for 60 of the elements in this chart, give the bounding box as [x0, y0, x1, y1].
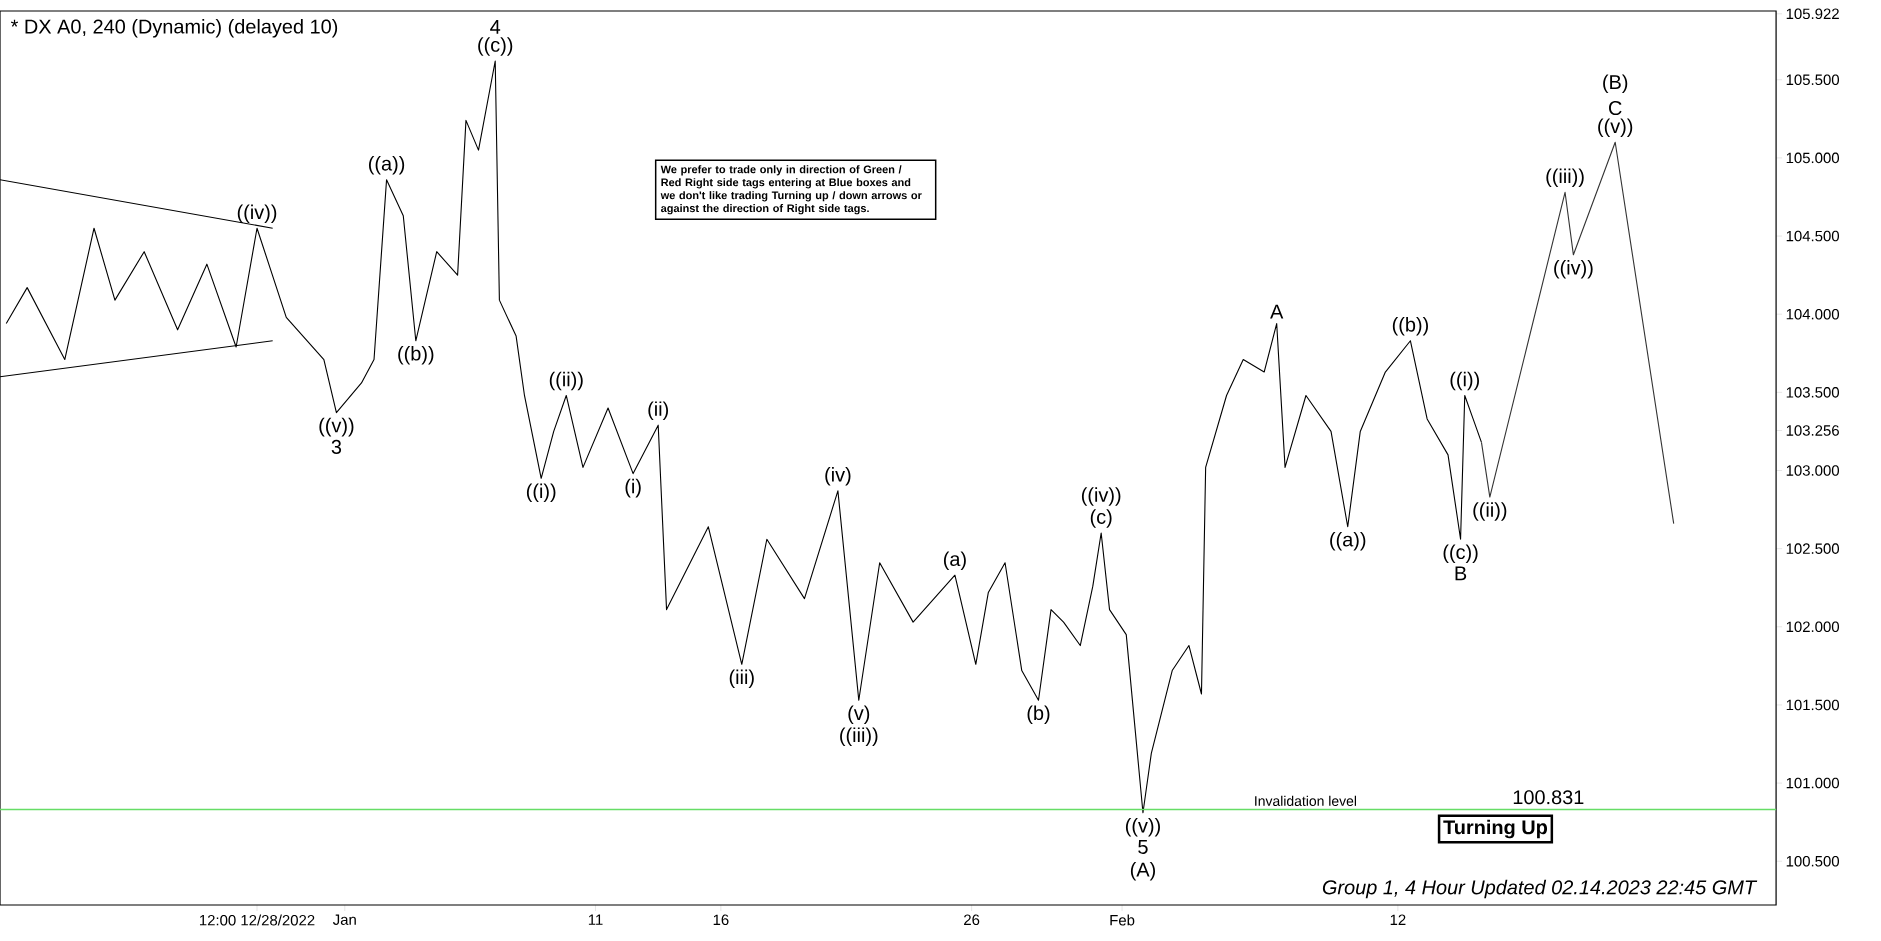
x-tick-label: 26: [964, 914, 980, 926]
y-tick-label: 104.000: [1786, 308, 1840, 320]
annotation: ((b)): [398, 345, 434, 365]
x-tick-label: Jan: [332, 914, 356, 925]
annotation: C: [1609, 100, 1622, 116]
annotation: ((ii)): [549, 371, 583, 391]
annotation: 3: [331, 439, 342, 454]
y-tick-label: 103.500: [1786, 387, 1840, 398]
annotation: (B): [1603, 74, 1628, 94]
y-tick-label: 103.000: [1786, 465, 1840, 476]
annotation: Turning Up: [1443, 819, 1548, 839]
annotation: (a): [943, 551, 966, 571]
y-tick-label: 100.500: [1786, 855, 1840, 867]
annotation: (v): [848, 705, 870, 725]
annotation: ((a)): [368, 156, 405, 175]
annotation: ((a)): [1330, 531, 1366, 551]
annotation: ((i)): [526, 483, 556, 503]
annotation: ((iii)): [1546, 168, 1584, 188]
annotation: ((iii)): [840, 727, 878, 747]
x-tick-label: 12: [1390, 914, 1406, 925]
annotation: ((v)): [319, 417, 354, 437]
annotation: (b): [1027, 705, 1050, 725]
annotation: Group 1, 4 Hour Updated 02.14.2023 22:45 GMT: [1322, 879, 1758, 899]
y-tick-label: 101.000: [1786, 777, 1840, 789]
annotation: (ii): [648, 401, 669, 420]
y-tick-label: 102.000: [1786, 621, 1840, 633]
annotation: (i): [625, 478, 641, 498]
annotation: B: [1455, 566, 1467, 581]
annotation: ((c)): [1443, 544, 1478, 564]
annotation: ((iv)): [1081, 487, 1121, 506]
x-tick-label: 12:00 12/28/2022: [199, 914, 315, 926]
annotation: 100.831: [1513, 790, 1584, 805]
annotation: ((ii)): [1473, 502, 1507, 521]
annotation: ((i)): [1450, 371, 1479, 391]
annotation: ((iv)): [237, 204, 277, 224]
annotation: (A): [1130, 861, 1156, 881]
y-tick-label: 105.000: [1786, 152, 1840, 164]
y-tick-label: 105.500: [1786, 74, 1840, 86]
chart-title: * DX A0, 240 (Dynamic) (delayed 10): [10, 18, 338, 38]
x-tick-label: 11: [588, 914, 603, 925]
x-tick-label: Feb: [1110, 914, 1135, 926]
annotation: (iv): [825, 467, 851, 486]
y-tick-label: 103.256: [1786, 425, 1839, 436]
y-tick-label: 105.922: [1786, 8, 1839, 20]
ref-line-label: Invalidation level: [1255, 795, 1357, 806]
annotation: ((b)): [1392, 317, 1428, 336]
y-tick-label: 104.500: [1786, 230, 1840, 242]
y-tick-label: 101.500: [1786, 699, 1840, 711]
annotation: ((c)): [478, 37, 513, 56]
y-tick-label: 102.500: [1786, 543, 1840, 554]
annotation: 4: [490, 20, 501, 34]
annotation: ((iv)): [1554, 260, 1593, 279]
x-tick-label: 16: [713, 914, 729, 926]
annotation: 5: [1138, 839, 1148, 854]
annotation: A: [1270, 304, 1284, 319]
annotation: (c): [1090, 509, 1112, 528]
annotation: ((v)): [1125, 817, 1160, 837]
annotation: ((v)): [1598, 118, 1633, 138]
annotation: (iii): [729, 669, 754, 689]
annotation: We prefer to trade only in direction of Green / Red Right side tags entering at Blue boxes and we don't like trading Turning up / down arrows or against the direction of Right side tags.: [660, 165, 922, 215]
